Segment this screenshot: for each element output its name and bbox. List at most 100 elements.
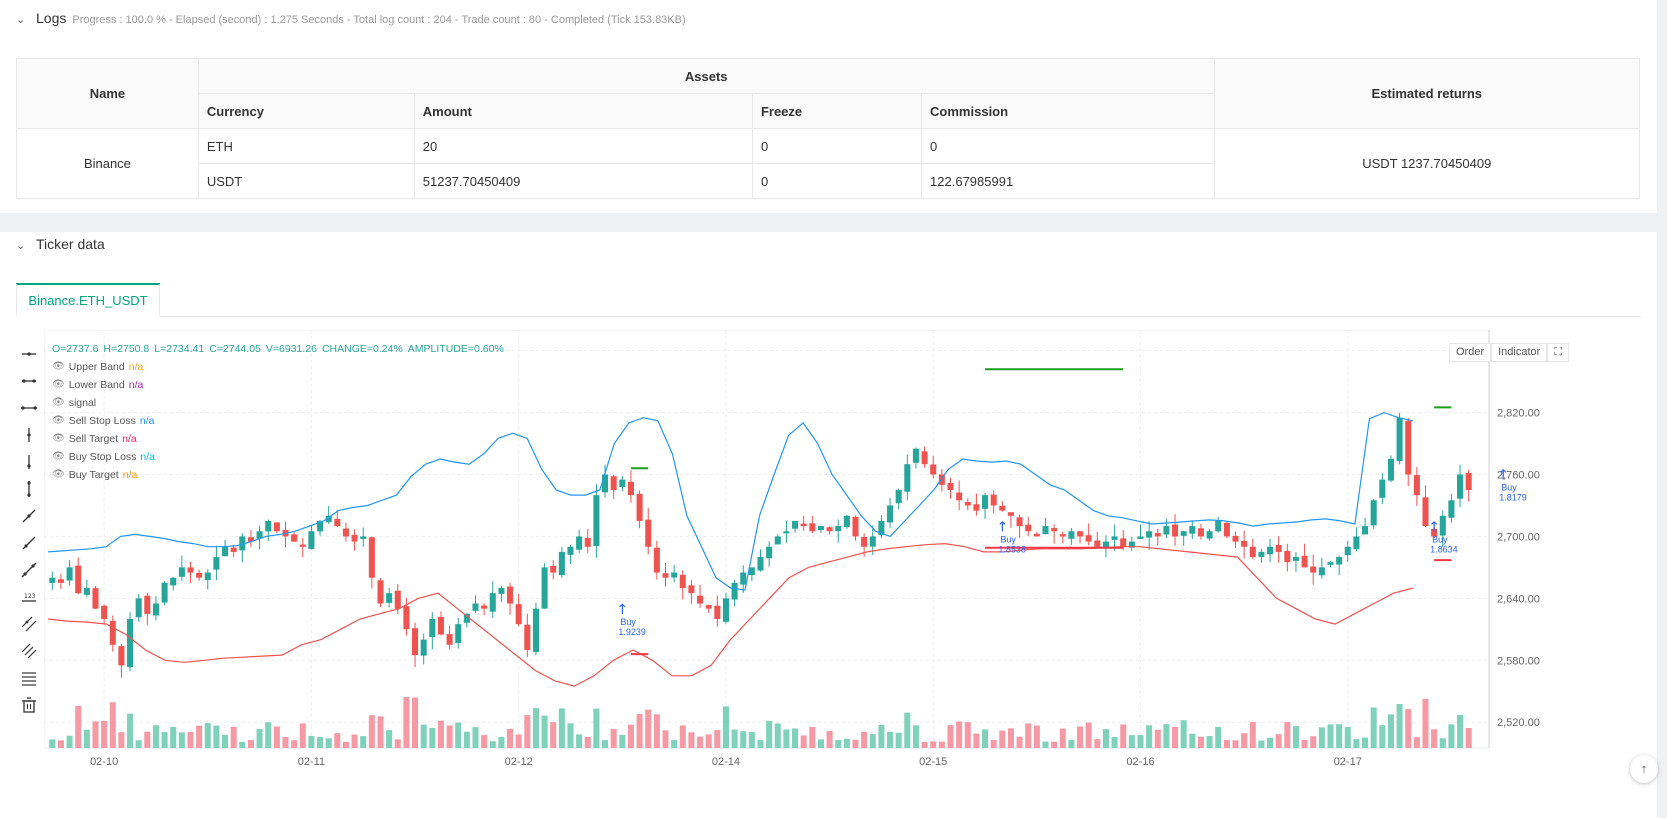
legend-item-buy-stop-loss[interactable]: 👁 Buy Stop Loss n/a (52, 448, 509, 466)
horizontal-line-icon[interactable] (18, 340, 40, 367)
volume-bar (1094, 739, 1101, 748)
candle-body (1465, 473, 1472, 490)
candle-body (135, 598, 142, 618)
candle-body (170, 577, 177, 586)
candle-body (1457, 474, 1464, 499)
volume-bar (109, 702, 116, 748)
volume-bar (1448, 724, 1455, 748)
candle-body (619, 479, 626, 488)
volume-bar (455, 722, 462, 748)
price-range-icon[interactable]: 123 (18, 583, 40, 610)
candle-body (679, 574, 686, 589)
extended-trend-icon[interactable] (18, 556, 40, 583)
scroll-to-top-button[interactable]: ↑ (1630, 755, 1658, 783)
legend-item-buy-target[interactable]: 👁 Buy Target n/a (52, 466, 509, 484)
candle-body (83, 588, 90, 595)
fib-retracement-icon[interactable] (18, 664, 40, 691)
volume-bar (247, 740, 254, 748)
candle-body (161, 582, 168, 603)
volume-bar (1051, 741, 1058, 748)
candle-body (930, 464, 937, 475)
fullscreen-icon[interactable]: ⛶ (1547, 343, 1570, 362)
candle-body (1327, 562, 1334, 565)
volume-bar (1327, 724, 1334, 748)
legend-item-sell-stop-loss[interactable]: 👁 Sell Stop Loss n/a (52, 412, 509, 430)
candle-body (463, 613, 470, 623)
volume-bar (1301, 739, 1308, 748)
eye-icon[interactable]: 👁 (52, 397, 65, 408)
candle-body (904, 464, 911, 492)
chevron-down-icon[interactable]: ⌄ (16, 14, 26, 26)
volume-bar (731, 729, 738, 748)
signal-value: 1.8179 (1499, 493, 1527, 503)
volume-bar (291, 740, 298, 748)
tab-binance-eth-usdt[interactable]: Binance.ETH_USDT (16, 283, 160, 317)
volume-bar (1465, 727, 1472, 748)
volume-bar (446, 725, 453, 748)
eye-icon[interactable]: 👁 (52, 451, 65, 462)
candle-body (610, 476, 617, 490)
legend-item-lower-band[interactable]: 👁 Lower Band n/a (52, 376, 509, 394)
volume-bar (265, 722, 272, 748)
order-button[interactable]: Order (1449, 343, 1492, 362)
volume-bar (135, 740, 142, 748)
candle-body (1172, 524, 1179, 537)
candle-body (1025, 524, 1032, 532)
ohlc-readout: O=2737.6 H=2750.8 L=2734.41 C=2744.05 V=6931… (52, 340, 509, 358)
candle-body (1292, 557, 1299, 561)
candle-body (774, 536, 781, 545)
ohlc-low: L=2734.41 (154, 343, 205, 355)
ticker-header[interactable]: ⌄ Ticker data (16, 236, 105, 252)
volume-bar (1085, 722, 1092, 748)
eye-icon[interactable]: 👁 (52, 469, 65, 480)
chevron-down-icon[interactable]: ⌄ (16, 240, 26, 252)
candle-body (342, 528, 349, 537)
candle-body (1241, 540, 1248, 547)
vertical-ray-icon[interactable] (18, 448, 40, 475)
volume-bar (610, 729, 617, 748)
volume-bar (196, 725, 203, 748)
eye-icon[interactable]: 👁 (52, 361, 65, 372)
ray-line-icon[interactable] (18, 529, 40, 556)
volume-bar (697, 736, 704, 748)
volume-bar (412, 697, 419, 748)
logs-header[interactable]: ⌄ Logs Progress : 100.0 % - Elapsed (sec… (16, 10, 686, 26)
trash-icon[interactable] (18, 691, 40, 718)
commission-cell: 122.67985991 (921, 163, 1215, 199)
y-tick-label: 2,820.00 (1497, 408, 1540, 420)
legend-item-upper-band[interactable]: 👁 Upper Band n/a (52, 358, 509, 376)
candle-body (489, 593, 496, 612)
assets-table: Name Assets Estimated returns Currency A… (16, 58, 1641, 199)
chart-legend: O=2737.6 H=2750.8 L=2734.41 C=2744.05 V=6931… (52, 340, 509, 484)
candle-body (247, 537, 254, 542)
volume-bar (83, 729, 90, 748)
volume-bar (999, 730, 1006, 748)
volume-bar (662, 730, 669, 748)
price-chart[interactable]: 2,880.002,820.002,760.002,700.002,640.00… (44, 330, 1624, 815)
legend-item-signal[interactable]: 👁 signal (52, 394, 509, 412)
volume-bar (722, 706, 729, 748)
eye-icon[interactable]: 👁 (52, 415, 65, 426)
vertical-segment-icon[interactable] (18, 421, 40, 448)
legend-item-sell-target[interactable]: 👁 Sell Target n/a (52, 430, 509, 448)
candle-body (714, 605, 721, 619)
eye-icon[interactable]: 👁 (52, 379, 65, 390)
signal-label: Buy (620, 617, 636, 627)
candle-body (1258, 551, 1265, 557)
vertical-line-icon[interactable] (18, 475, 40, 502)
buy-arrow-icon: ↑ (616, 602, 628, 618)
pitchfork-icon[interactable] (18, 637, 40, 664)
volume-bar (1439, 738, 1446, 748)
parallel-channel-icon[interactable] (18, 610, 40, 637)
candle-body (982, 495, 989, 509)
candle-body (49, 577, 56, 583)
extended-line-icon[interactable] (18, 394, 40, 421)
volume-bar (938, 741, 945, 748)
trend-line-icon[interactable] (18, 502, 40, 529)
candle-body (576, 536, 583, 550)
candle-body (1232, 535, 1239, 542)
eye-icon[interactable]: 👁 (52, 433, 65, 444)
horizontal-ray-icon[interactable] (18, 367, 40, 394)
candle-body (645, 519, 652, 547)
indicator-button[interactable]: Indicator (1491, 343, 1548, 362)
